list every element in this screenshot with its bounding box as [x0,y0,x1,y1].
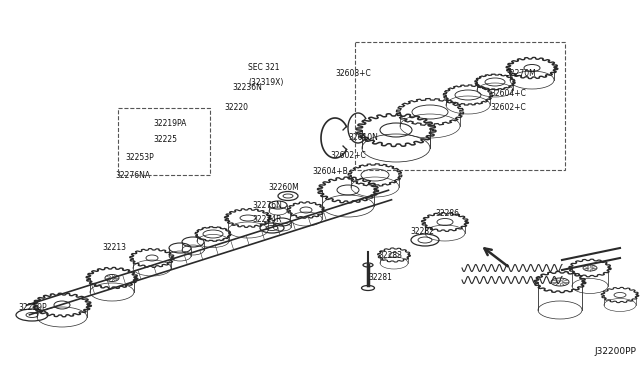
Text: J32200PP: J32200PP [594,347,636,356]
Text: 32281: 32281 [368,273,392,282]
Text: 32236N: 32236N [232,83,262,93]
Text: 32282: 32282 [410,228,434,237]
Text: 32253P: 32253P [125,153,154,161]
Text: 32276NA: 32276NA [115,171,150,180]
Text: 32608+C: 32608+C [335,68,371,77]
Text: 32602+C: 32602+C [490,103,525,112]
Text: 32270M: 32270M [505,68,536,77]
Text: 32220: 32220 [224,103,248,112]
Text: 32610N: 32610N [348,134,378,142]
Text: 32213: 32213 [102,244,126,253]
Text: 32260M: 32260M [268,183,299,192]
Text: (32319X): (32319X) [248,77,284,87]
Text: 32286: 32286 [435,208,459,218]
Text: SEC 321: SEC 321 [248,64,280,73]
Text: 32219PA: 32219PA [153,119,186,128]
Text: 32604+C: 32604+C [490,89,526,97]
Text: 32604+B: 32604+B [312,167,348,176]
Text: 32219P: 32219P [18,304,47,312]
Text: 32283: 32283 [378,250,402,260]
Text: 32276N: 32276N [252,201,282,209]
Text: 32602+C: 32602+C [330,151,365,160]
Text: 32225: 32225 [153,135,177,144]
Text: 32274R: 32274R [252,215,282,224]
